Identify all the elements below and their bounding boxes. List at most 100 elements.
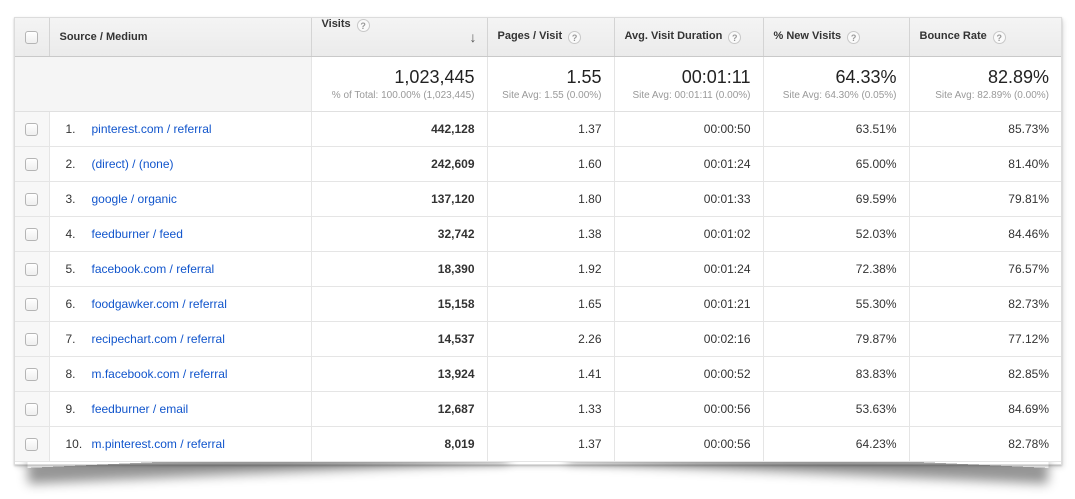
visits-value: 12,687 [310, 391, 487, 427]
row-checkbox-cell [15, 181, 49, 217]
source-medium-link[interactable]: google / organic [91, 192, 177, 206]
source-medium-link[interactable]: pinterest.com / referral [91, 122, 212, 136]
row-checkbox[interactable] [25, 438, 39, 452]
sort-descending-icon[interactable]: ↓ [469, 29, 477, 45]
source-medium-cell: 4. feedburner / feed [48, 216, 311, 252]
summary-pages-total: 1.55 [566, 66, 602, 87]
pages-per-visit-value: 1.38 [486, 216, 614, 252]
row-checkbox-cell [15, 286, 49, 322]
row-checkbox[interactable] [25, 123, 39, 137]
source-medium-cell: 1. pinterest.com / referral [48, 111, 311, 147]
row-checkbox-cell [15, 111, 49, 147]
summary-row: 1,023,445 % of Total: 100.00% (1,023,445… [15, 56, 1061, 112]
column-header-visits[interactable]: Visits? ↓ [310, 18, 487, 57]
visits-value: 18,390 [310, 251, 487, 287]
visits-value: 15,158 [310, 286, 487, 322]
bounce-rate-value: 76.57% [908, 251, 1061, 287]
bounce-rate-value: 82.78% [908, 426, 1061, 462]
column-header-bounce-rate[interactable]: Bounce Rate? [908, 18, 1061, 57]
bounce-rate-value: 82.85% [908, 356, 1061, 392]
avg-visit-duration-value: 00:00:52 [613, 356, 763, 392]
pages-per-visit-value: 1.37 [486, 426, 614, 462]
bounce-rate-value: 84.46% [908, 216, 1061, 252]
row-checkbox-cell [15, 251, 49, 287]
pct-new-visits-value: 72.38% [762, 251, 909, 287]
column-header-pages-per-visit[interactable]: Pages / Visit? [486, 18, 614, 57]
column-header-pct-new-visits[interactable]: % New Visits? [762, 18, 909, 57]
row-checkbox[interactable] [25, 368, 39, 382]
source-medium-cell: 6. foodgawker.com / referral [48, 286, 311, 322]
bounce-rate-value: 82.73% [908, 286, 1061, 322]
avg-visit-duration-value: 00:01:21 [613, 286, 763, 322]
pages-per-visit-value: 1.37 [486, 111, 614, 147]
table-row: 3. google / organic 137,120 1.80 00:01:33… [15, 181, 1061, 217]
column-header-source-medium[interactable]: Source / Medium [48, 18, 311, 57]
source-medium-link[interactable]: feedburner / feed [91, 227, 183, 241]
summary-new-visits-subtext: Site Avg: 64.30% (0.05%) [782, 89, 897, 101]
pct-new-visits-value: 64.23% [762, 426, 909, 462]
help-icon[interactable]: ? [356, 19, 370, 32]
row-checkbox-cell [15, 146, 49, 182]
help-icon[interactable]: ? [847, 31, 861, 44]
pages-per-visit-value: 1.60 [486, 146, 614, 182]
select-all-cell [15, 18, 49, 57]
pages-per-visit-value: 2.26 [486, 321, 614, 357]
row-checkbox[interactable] [25, 333, 39, 347]
source-medium-link[interactable]: m.facebook.com / referral [91, 367, 228, 381]
source-medium-cell: 9. feedburner / email [48, 391, 311, 427]
row-checkbox[interactable] [25, 298, 39, 312]
column-label: Pages / Visit [497, 30, 563, 42]
select-all-checkbox[interactable] [25, 30, 39, 44]
pages-per-visit-value: 1.41 [486, 356, 614, 392]
summary-visits-cell: 1,023,445 % of Total: 100.00% (1,023,445… [310, 56, 487, 112]
source-medium-cell: 3. google / organic [48, 181, 311, 217]
source-medium-table: Source / Medium Visits? ↓ Pages / Visit?… [15, 18, 1061, 462]
row-rank: 3. [65, 192, 76, 206]
pages-per-visit-value: 1.92 [486, 251, 614, 287]
help-icon[interactable]: ? [992, 31, 1006, 44]
avg-visit-duration-value: 00:01:02 [613, 216, 763, 252]
bounce-rate-value: 77.12% [908, 321, 1061, 357]
pct-new-visits-value: 79.87% [762, 321, 909, 357]
row-rank: 6. [65, 297, 76, 311]
summary-duration-subtext: Site Avg: 00:01:11 (0.00%) [632, 89, 751, 101]
source-medium-link[interactable]: foodgawker.com / referral [91, 297, 227, 311]
avg-visit-duration-value: 00:00:56 [613, 426, 763, 462]
column-label: Visits [321, 18, 351, 30]
table-row: 2. (direct) / (none) 242,609 1.60 00:01:2… [15, 146, 1061, 182]
analytics-table-sheet: Source / Medium Visits? ↓ Pages / Visit?… [14, 17, 1062, 465]
source-medium-link[interactable]: (direct) / (none) [91, 157, 174, 171]
summary-label-cell [15, 56, 311, 112]
visits-value: 8,019 [310, 426, 487, 462]
row-rank: 4. [65, 227, 76, 241]
row-checkbox[interactable] [25, 228, 39, 242]
column-header-avg-visit-duration[interactable]: Avg. Visit Duration? [613, 18, 763, 57]
pages-per-visit-value: 1.80 [486, 181, 614, 217]
avg-visit-duration-value: 00:02:16 [613, 321, 763, 357]
column-label: Source / Medium [59, 31, 148, 43]
table-row: 10. m.pinterest.com / referral 8,019 1.37… [15, 426, 1061, 462]
row-checkbox[interactable] [25, 403, 39, 417]
bounce-rate-value: 84.69% [908, 391, 1061, 427]
row-rank: 8. [65, 367, 76, 381]
avg-visit-duration-value: 00:01:33 [613, 181, 763, 217]
avg-visit-duration-value: 00:01:24 [613, 251, 763, 287]
row-rank: 5. [65, 262, 76, 276]
source-medium-link[interactable]: feedburner / email [91, 402, 189, 416]
table-row: 8. m.facebook.com / referral 13,924 1.41 … [15, 356, 1061, 392]
help-icon[interactable]: ? [728, 31, 742, 44]
help-icon[interactable]: ? [568, 31, 582, 44]
row-rank: 9. [65, 402, 76, 416]
row-checkbox-cell [15, 216, 49, 252]
row-checkbox[interactable] [25, 263, 39, 277]
table-row: 9. feedburner / email 12,687 1.33 00:00:5… [15, 391, 1061, 427]
source-medium-link[interactable]: m.pinterest.com / referral [91, 437, 225, 451]
row-checkbox[interactable] [25, 158, 39, 172]
source-medium-link[interactable]: recipechart.com / referral [91, 332, 225, 346]
row-checkbox[interactable] [25, 193, 39, 207]
summary-new-visits-total: 64.33% [835, 66, 897, 87]
row-rank: 7. [65, 332, 76, 346]
bounce-rate-value: 81.40% [908, 146, 1061, 182]
source-medium-link[interactable]: facebook.com / referral [91, 262, 215, 276]
summary-bounce-total: 82.89% [987, 66, 1049, 87]
